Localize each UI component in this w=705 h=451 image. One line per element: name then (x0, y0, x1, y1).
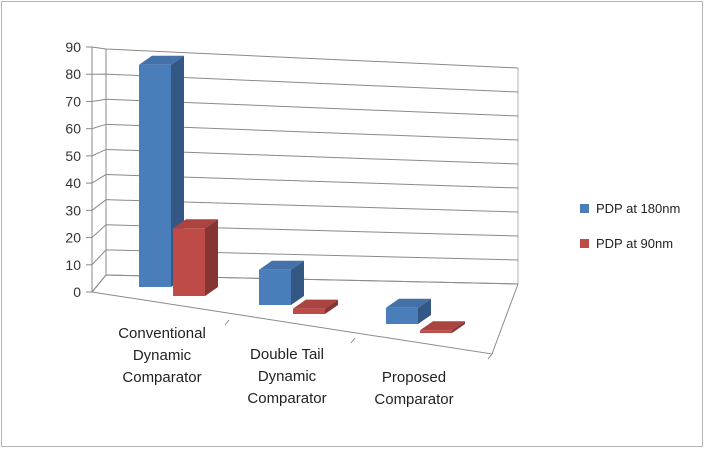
x-tick-mark (350, 337, 356, 344)
y-tick-label: 10 (65, 257, 81, 273)
legend-label: PDP at 90nm (596, 236, 673, 251)
x-tick-mark (224, 319, 230, 326)
gridline (91, 73, 519, 93)
y-tick-label: 70 (65, 93, 81, 109)
y-tick-label: 40 (65, 175, 81, 191)
bar-top-face (173, 219, 218, 229)
gridlines (91, 46, 519, 293)
x-category-label: Comparator (122, 369, 201, 386)
bar-pdp-90nm (420, 321, 465, 333)
bar-side-face (291, 260, 304, 305)
bar-top-face (293, 299, 338, 309)
bar-side-face (325, 299, 338, 314)
gridline (91, 224, 519, 238)
gridline (91, 98, 519, 117)
bar-front-face (173, 228, 205, 296)
bar-top-face (386, 298, 431, 308)
bar-pdp-90nm (293, 299, 338, 314)
y-tick-label: 60 (65, 121, 81, 137)
y-axis: 0 10 20 30 40 50 60 70 80 90 (65, 39, 92, 300)
y-tick-label: 20 (65, 230, 81, 246)
x-category-label: Conventional (118, 325, 206, 342)
x-category-label: Dynamic (258, 368, 317, 385)
bar-front-face (293, 308, 325, 314)
bar-front-face (259, 269, 291, 305)
gridline (91, 148, 519, 165)
y-tick-label: 90 (65, 39, 81, 55)
gridline (91, 249, 519, 266)
y-tick-label: 80 (65, 66, 81, 82)
bar-side-face (205, 219, 218, 296)
y-tick-label: 0 (73, 284, 81, 300)
x-tick-mark (487, 353, 493, 360)
legend: PDP at 180nm PDP at 90nm (580, 201, 680, 251)
y-tick-label: 50 (65, 148, 81, 164)
bar-pdp-180nm (259, 260, 304, 305)
x-category-label: Proposed (382, 369, 446, 386)
gridline (91, 174, 519, 189)
bar-front-face (420, 330, 452, 333)
bar-side-face (418, 298, 431, 324)
x-category-label: Double Tail (250, 346, 324, 363)
bar-side-face (452, 321, 465, 333)
bar-pdp-90nm (173, 219, 218, 296)
bar-top-face (259, 260, 304, 270)
x-category-label: Comparator (247, 390, 326, 407)
legend-swatch (580, 204, 589, 213)
x-category-label: Dynamic (133, 347, 192, 364)
x-category-label: Comparator (374, 391, 453, 408)
gridline (91, 199, 519, 213)
x-axis: Conventional Dynamic Comparator Double Tail… (118, 319, 493, 408)
y-tick-label: 30 (65, 202, 81, 218)
bar-front-face (386, 307, 418, 324)
bar-top-face (139, 55, 184, 65)
bars (139, 55, 465, 333)
bar-front-face (139, 64, 171, 287)
bar-top-face (420, 321, 465, 331)
legend-label: PDP at 180nm (596, 201, 680, 216)
gridline (91, 274, 519, 293)
legend-swatch (580, 239, 589, 248)
gridline (91, 123, 519, 141)
gridline (91, 46, 519, 69)
bar-pdp-180nm (386, 298, 431, 324)
